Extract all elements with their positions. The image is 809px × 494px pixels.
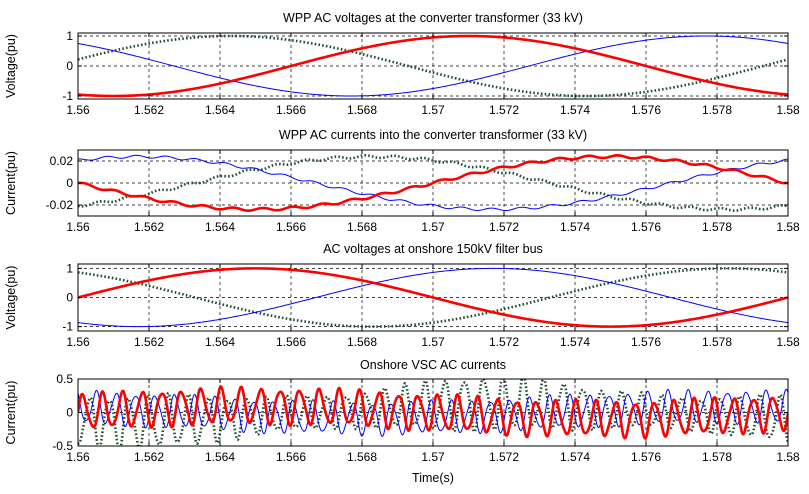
x-tick-label: 1.564 [205, 103, 235, 117]
x-tick-label: 1.568 [347, 450, 377, 464]
series-line [78, 154, 788, 212]
y-axis-label: Current(pu) [4, 151, 18, 215]
series-line [78, 379, 788, 446]
x-tick-label: 1.574 [560, 103, 590, 117]
subplot-1: WPP AC voltages at the converter transfo… [4, 11, 800, 117]
x-tick-label: 1.572 [489, 335, 519, 349]
series-line [78, 34, 788, 98]
x-tick-label: 1.58 [776, 335, 800, 349]
y-tick-label: -1 [62, 89, 73, 103]
x-tick-label: 1.578 [702, 335, 732, 349]
y-tick-label: -0.5 [52, 439, 73, 453]
x-tick-label: 1.574 [560, 450, 590, 464]
x-tick-label: 1.562 [134, 220, 164, 234]
x-tick-label: 1.576 [631, 103, 661, 117]
series-line [78, 154, 788, 212]
series-group [78, 154, 788, 212]
x-tick-label: 1.58 [776, 450, 800, 464]
x-tick-label: 1.566 [276, 103, 306, 117]
y-tick-label: -1 [62, 320, 73, 334]
x-tick-label: 1.572 [489, 220, 519, 234]
series-line [78, 154, 788, 212]
subplot-4: Onshore VSC AC currents Current(pu) 1.56 1.… [4, 358, 800, 464]
series-group [78, 267, 788, 328]
x-tick-label: 1.562 [134, 450, 164, 464]
x-tick-label: 1.566 [276, 220, 306, 234]
x-tick-label: 1.564 [205, 220, 235, 234]
series-line [78, 267, 788, 328]
x-tick-label: 1.56 [66, 450, 90, 464]
y-tick-label: 1 [66, 29, 73, 43]
x-tick-label: 1.56 [66, 220, 90, 234]
x-tick-label: 1.574 [560, 220, 590, 234]
x-tick-label: 1.576 [631, 335, 661, 349]
x-tick-label: 1.564 [205, 335, 235, 349]
y-tick-label: 0.02 [50, 154, 74, 168]
y-tick-label: 0 [66, 176, 73, 190]
y-tick-label: 0 [66, 406, 73, 420]
y-tick-label: 0 [66, 59, 73, 73]
series-group [78, 34, 788, 98]
series-line [78, 385, 788, 440]
x-tick-label: 1.568 [347, 220, 377, 234]
subplot-2: WPP AC currents into the converter trans… [4, 128, 800, 234]
series-line [78, 267, 788, 328]
x-tick-label: 1.568 [347, 335, 377, 349]
subplot-3: AC voltages at onshore 150kV filter bus V… [4, 242, 800, 349]
series-line [78, 34, 788, 98]
y-axis-label: Current(pu) [4, 381, 18, 445]
series-group [78, 379, 788, 446]
y-axis-label: Voltage(pu) [4, 266, 18, 330]
y-tick-label: 1 [66, 261, 73, 275]
x-tick-label: 1.576 [631, 220, 661, 234]
x-tick-label: 1.566 [276, 450, 306, 464]
x-tick-label: 1.568 [347, 103, 377, 117]
x-tick-label: 1.578 [702, 103, 732, 117]
x-tick-label: 1.562 [134, 103, 164, 117]
x-tick-label: 1.58 [776, 220, 800, 234]
x-tick-label: 1.572 [489, 450, 519, 464]
x-tick-label: 1.566 [276, 335, 306, 349]
x-tick-label: 1.57 [421, 450, 445, 464]
x-tick-label: 1.578 [702, 220, 732, 234]
x-tick-label: 1.576 [631, 450, 661, 464]
subplot-title: WPP AC currents into the converter trans… [279, 128, 587, 142]
y-tick-label: 0.5 [56, 372, 73, 386]
x-tick-label: 1.57 [421, 103, 445, 117]
x-tick-label: 1.58 [776, 103, 800, 117]
subplot-title: WPP AC voltages at the converter transfo… [283, 11, 583, 25]
x-tick-label: 1.574 [560, 335, 590, 349]
x-tick-label: 1.57 [421, 220, 445, 234]
x-tick-label: 1.56 [66, 335, 90, 349]
subplot-title: AC voltages at onshore 150kV filter bus [323, 242, 543, 256]
subplot-title: Onshore VSC AC currents [360, 358, 506, 372]
y-axis-label: Voltage(pu) [4, 34, 18, 98]
x-tick-label: 1.56 [66, 103, 90, 117]
x-tick-label: 1.578 [702, 450, 732, 464]
x-tick-label: 1.562 [134, 335, 164, 349]
series-line [78, 35, 788, 97]
y-tick-label: 0 [66, 291, 73, 305]
x-tick-label: 1.564 [205, 450, 235, 464]
x-tick-label: 1.57 [421, 335, 445, 349]
x-tick-label: 1.572 [489, 103, 519, 117]
y-tick-label: -0.02 [46, 198, 74, 212]
x-axis-label: Time(s) [412, 471, 454, 485]
